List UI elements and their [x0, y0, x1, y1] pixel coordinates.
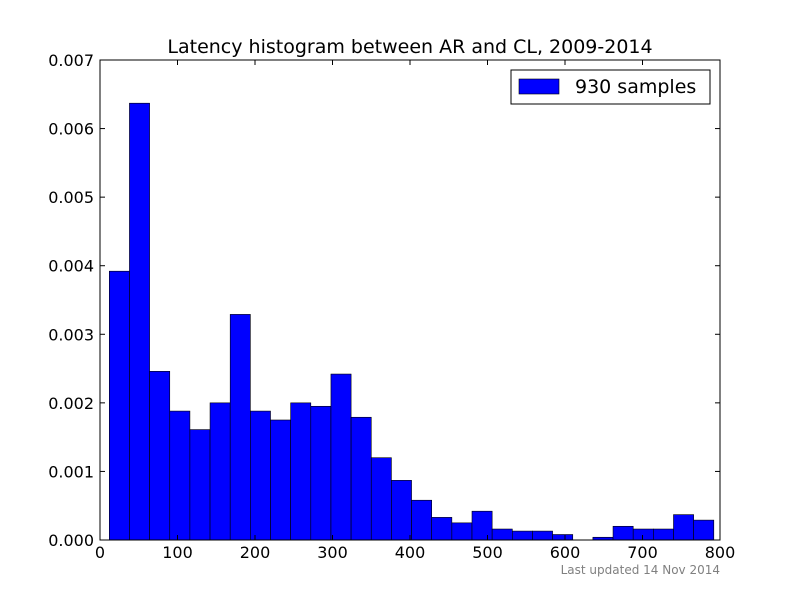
histogram-bar: [290, 402, 312, 541]
y-tick-label: 0.000: [48, 531, 94, 550]
histogram-bar: [129, 102, 150, 541]
x-tick-label: 100: [162, 543, 193, 562]
x-tick-label: 600: [550, 543, 581, 562]
histogram-bar: [511, 530, 533, 541]
histogram-bar: [431, 517, 453, 541]
last-updated-note: Last updated 14 Nov 2014: [561, 563, 720, 577]
y-tick-label: 0.007: [48, 51, 94, 70]
histogram-bar: [250, 410, 271, 541]
y-tick-label: 0.003: [48, 325, 94, 344]
histogram-bar: [370, 457, 392, 541]
x-tick-label: 300: [317, 543, 348, 562]
histogram-bar: [411, 499, 432, 541]
histogram-bar: [451, 522, 473, 541]
histogram-bar: [109, 270, 130, 541]
histogram-bar: [471, 510, 493, 541]
y-tick-label: 0.002: [48, 394, 94, 413]
y-axis: 0.000 0.001 0.002 0.003 0.004 0.005 0.006 0.007: [48, 51, 720, 550]
y-tick-label: 0.001: [48, 462, 94, 481]
histogram-bar: [350, 416, 372, 541]
histogram-bar: [209, 402, 231, 541]
bars-group: [109, 102, 715, 541]
histogram-bar: [532, 530, 553, 541]
y-tick-label: 0.004: [48, 257, 94, 276]
y-tick-label: 0.005: [48, 188, 94, 207]
histogram-bar: [189, 429, 211, 541]
histogram-bar: [693, 519, 715, 541]
histogram-bar: [491, 528, 513, 541]
histogram-bar: [552, 534, 574, 541]
histogram-bar: [169, 410, 191, 541]
legend-swatch: [518, 78, 560, 95]
legend-entry-label: 930 samples: [575, 76, 696, 98]
chart-title: Latency histogram between AR and CL, 200…: [167, 36, 652, 58]
histogram-bar: [330, 373, 352, 541]
histogram-bar: [391, 480, 412, 541]
histogram-bar: [270, 419, 291, 541]
histogram-bar: [653, 528, 674, 541]
histogram-bar: [310, 405, 332, 541]
histogram-bar: [673, 514, 694, 541]
histogram-bar: [149, 371, 171, 541]
x-tick-label: 0: [95, 543, 105, 562]
x-tick-label: 500: [472, 543, 503, 562]
histogram-bar: [632, 528, 654, 541]
histogram-bar: [612, 525, 634, 541]
x-tick-label: 800: [705, 543, 736, 562]
histogram-bar: [229, 314, 251, 541]
x-tick-label: 200: [240, 543, 271, 562]
x-axis: 0 100 200 300 400 500 600 700 800: [95, 60, 735, 562]
y-tick-label: 0.006: [48, 120, 94, 139]
legend: 930 samples: [510, 69, 711, 105]
x-tick-label: 700: [627, 543, 658, 562]
x-tick-label: 400: [395, 543, 426, 562]
